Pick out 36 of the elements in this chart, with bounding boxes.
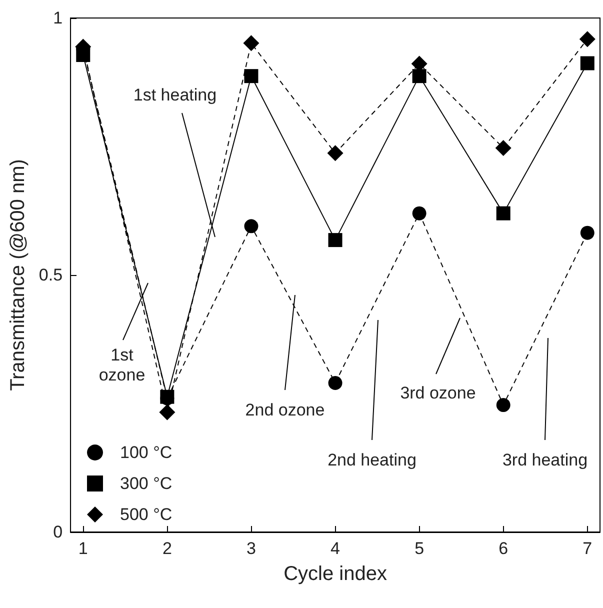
x-tick-label: 7 <box>582 539 592 558</box>
point <box>243 35 260 52</box>
x-tick-label: 6 <box>498 539 508 558</box>
point <box>328 233 342 248</box>
legend-label: 300 °C <box>120 474 172 493</box>
point <box>496 206 510 220</box>
x-tick-label: 4 <box>330 539 340 558</box>
point <box>244 69 258 84</box>
point <box>579 31 596 48</box>
y-tick-label: 1 <box>53 8 63 28</box>
legend-label: 500 °C <box>120 505 172 524</box>
point <box>328 376 342 390</box>
point <box>580 56 594 70</box>
x-axis-title: Cycle index <box>284 563 387 585</box>
point <box>159 404 176 420</box>
y-tick-label: 0 <box>53 522 63 542</box>
x-tick-label: 1 <box>78 539 88 558</box>
point <box>580 226 594 240</box>
annotation: 2nd heating <box>328 450 416 470</box>
annotation: 1st ozone <box>98 346 146 384</box>
point <box>495 140 512 156</box>
annotation: 3rd heating <box>502 450 588 470</box>
y-tick-label: 0.5 <box>38 266 63 284</box>
x-tick-label: 3 <box>246 539 256 558</box>
y-axis-title: Transmittance (@600 nm) <box>7 159 29 391</box>
point <box>327 145 344 162</box>
annotation: 1st heating <box>133 86 217 104</box>
legend-label: 100 °C <box>120 443 172 462</box>
x-tick-label: 5 <box>414 539 424 558</box>
point <box>496 398 510 412</box>
x-tick-label: 2 <box>162 539 172 558</box>
annotation: 2nd ozone <box>245 400 325 420</box>
point <box>412 69 426 84</box>
point <box>244 219 258 234</box>
annotation: 3rd ozone <box>400 384 476 402</box>
point <box>412 206 426 220</box>
